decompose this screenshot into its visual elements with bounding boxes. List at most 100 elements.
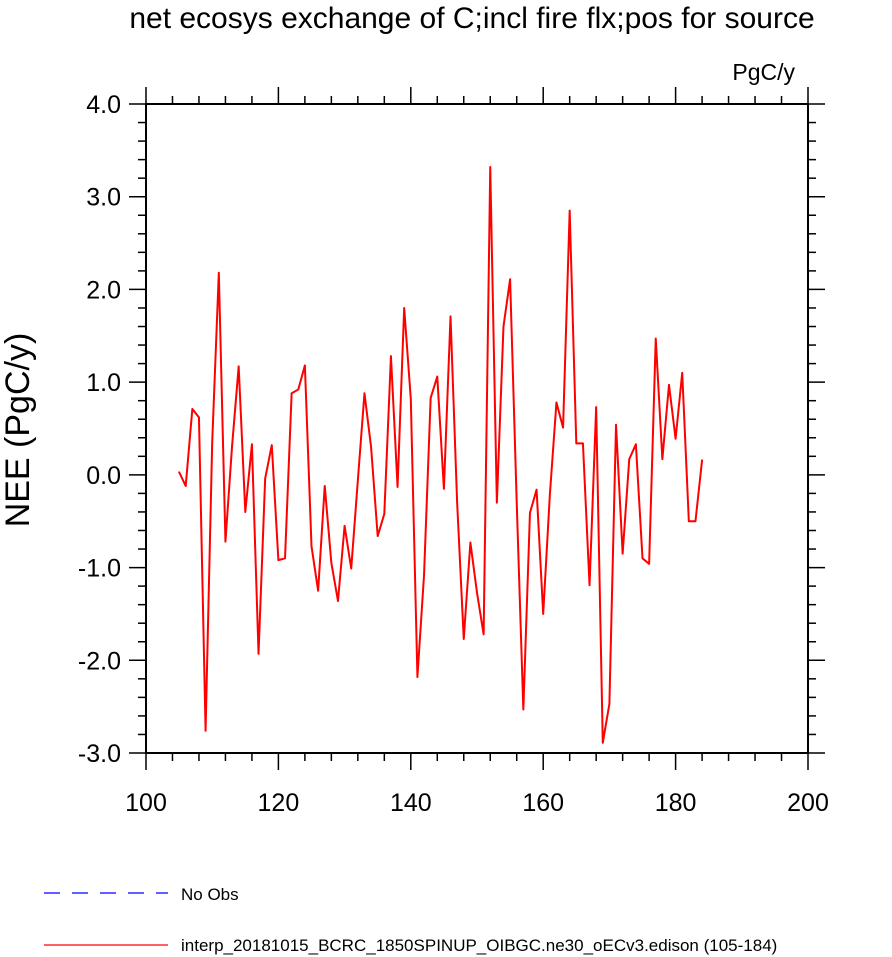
- x-tick-label: 120: [258, 789, 300, 817]
- data-point: [244, 511, 247, 513]
- y-tick-label: 0.0: [86, 462, 121, 490]
- data-point: [370, 446, 372, 448]
- chart-title: net ecosys exchange of C;incl fire flx;p…: [129, 2, 814, 35]
- y-tick-label: 2.0: [86, 276, 121, 304]
- data-point: [211, 441, 213, 444]
- data-point: [218, 271, 220, 274]
- data-point: [443, 487, 445, 490]
- series-layer: [178, 166, 704, 744]
- data-point: [257, 652, 260, 655]
- data-point: [555, 401, 558, 404]
- data-point: [542, 613, 544, 615]
- data-point: [237, 365, 240, 368]
- data-point: [549, 494, 551, 497]
- data-point: [529, 512, 531, 514]
- legend-label-no-obs: No Obs: [181, 885, 239, 904]
- data-point: [191, 408, 194, 410]
- y-tick-label: 3.0: [86, 184, 121, 212]
- data-point: [502, 325, 505, 328]
- data-point: [568, 209, 571, 212]
- data-point: [204, 729, 207, 732]
- data-point: [357, 479, 359, 482]
- data-point: [449, 315, 452, 318]
- legend: No Obs interp_20181015_BCRC_1850SPINUP_O…: [44, 885, 777, 955]
- plot-area: 100 120 140 160 180 200 -3.0 -2.0 -1.0 0.0 1.0 2.0…: [78, 87, 829, 817]
- series-line: [178, 166, 704, 744]
- x-tick-label: 200: [787, 789, 829, 817]
- data-point: [595, 406, 597, 408]
- data-point: [515, 501, 518, 504]
- data-point: [403, 307, 405, 309]
- y-axis-title: NEE (PgC/y): [0, 333, 37, 528]
- data-point: [363, 392, 366, 395]
- data-point: [654, 337, 657, 340]
- data-point: [694, 520, 697, 523]
- data-point: [588, 584, 591, 586]
- data-point: [436, 375, 439, 378]
- plot-frame: [145, 103, 809, 754]
- data-point: [476, 591, 478, 594]
- data-point: [251, 443, 253, 446]
- data-point: [264, 477, 266, 480]
- data-point: [522, 708, 525, 711]
- data-point: [456, 501, 458, 504]
- y-tick-label: 4.0: [86, 91, 121, 119]
- data-point: [297, 388, 300, 391]
- x-tick-label: 160: [522, 789, 564, 817]
- y-tick-label: 1.0: [86, 369, 121, 397]
- data-point: [337, 600, 339, 602]
- data-point: [323, 485, 326, 487]
- data-point: [330, 562, 333, 564]
- legend-label-model: interp_20181015_BCRC_1850SPINUP_OIBGC.ne…: [181, 936, 777, 955]
- data-point: [469, 541, 472, 544]
- data-point: [674, 437, 677, 440]
- data-point: [290, 392, 293, 395]
- data-point: [496, 501, 498, 504]
- data-point: [648, 563, 650, 565]
- data-point: [178, 471, 180, 473]
- data-point: [277, 559, 280, 561]
- data-point: [396, 486, 399, 488]
- data-point: [284, 557, 286, 560]
- data-point: [681, 372, 684, 374]
- data-point: [231, 445, 233, 447]
- data-point: [429, 397, 432, 399]
- data-point: [608, 703, 611, 705]
- x-axis: 100 120 140 160 180 200: [125, 87, 829, 817]
- data-point: [615, 423, 617, 426]
- data-point: [535, 488, 538, 491]
- data-point: [184, 485, 187, 487]
- data-point: [601, 742, 604, 744]
- units-label: PgC/y: [732, 59, 795, 85]
- data-point: [482, 633, 485, 636]
- data-point: [270, 444, 273, 446]
- data-point: [304, 364, 306, 367]
- data-point: [416, 676, 419, 678]
- data-point: [462, 638, 465, 640]
- data-point: [688, 520, 690, 523]
- data-point: [376, 535, 379, 537]
- data-point: [224, 540, 227, 543]
- data-point: [575, 442, 578, 445]
- data-point: [562, 426, 564, 429]
- x-tick-label: 180: [655, 789, 697, 817]
- data-point: [423, 574, 425, 576]
- data-point: [489, 166, 492, 168]
- data-point: [198, 416, 200, 419]
- data-point: [621, 552, 624, 555]
- data-point: [310, 545, 313, 548]
- data-point: [582, 442, 584, 445]
- x-tick-label: 140: [390, 789, 432, 817]
- data-point: [701, 459, 703, 461]
- data-point: [509, 278, 511, 281]
- data-point: [661, 458, 664, 460]
- data-point: [390, 355, 392, 357]
- y-tick-label: -3.0: [78, 740, 121, 768]
- data-point: [635, 443, 637, 446]
- data-point: [410, 398, 412, 400]
- x-tick-label: 100: [125, 789, 167, 817]
- y-axis: -3.0 -2.0 -1.0 0.0 1.0 2.0 3.0 4.0: [78, 91, 825, 768]
- y-tick-label: -2.0: [78, 647, 121, 675]
- data-point: [628, 458, 631, 460]
